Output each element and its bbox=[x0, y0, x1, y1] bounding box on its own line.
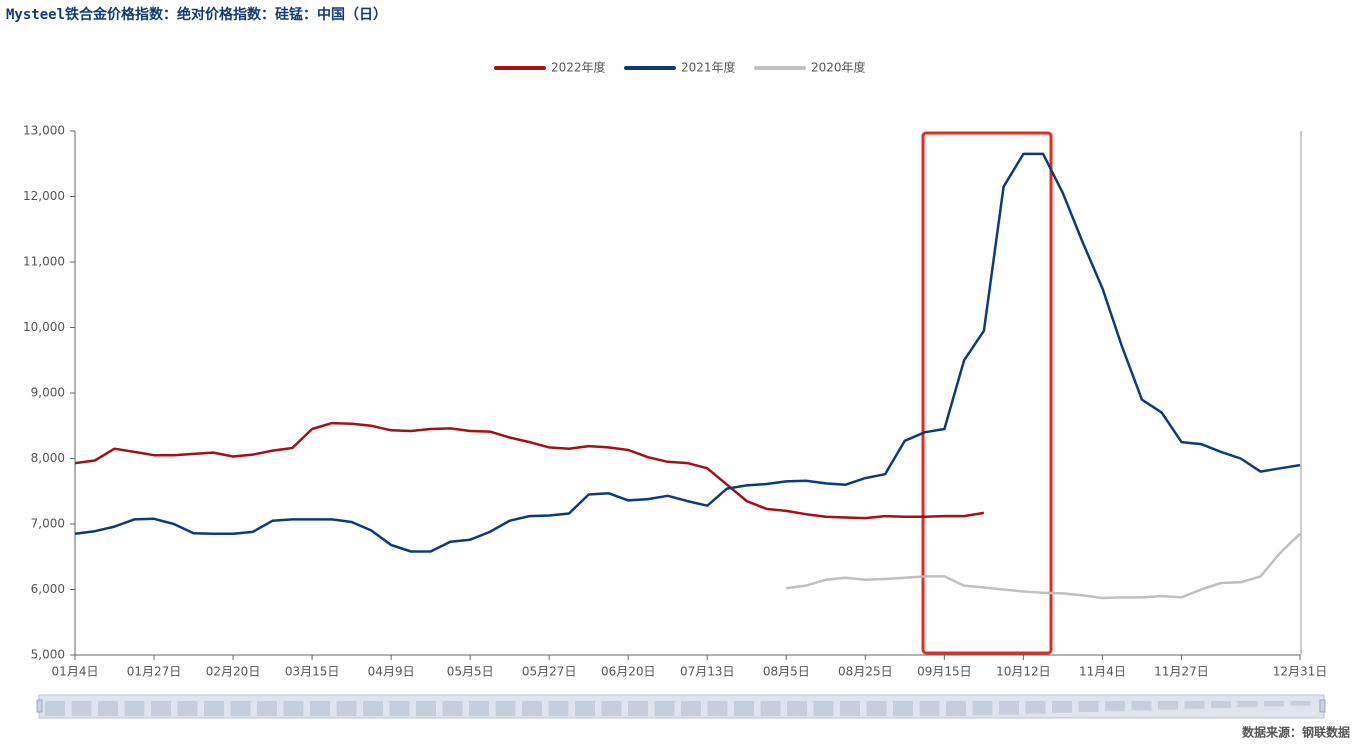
y-tick-label: 5,000 bbox=[31, 648, 65, 662]
slider-preview bbox=[575, 701, 595, 716]
slider-preview bbox=[734, 701, 754, 716]
slider-handle[interactable] bbox=[1319, 699, 1326, 713]
slider-preview bbox=[866, 701, 887, 716]
x-tick-label: 06月20日 bbox=[601, 665, 656, 679]
slider-preview bbox=[654, 701, 675, 716]
slider-preview bbox=[1052, 701, 1072, 713]
y-tick-label: 6,000 bbox=[31, 582, 65, 596]
slider-preview bbox=[601, 701, 622, 716]
y-tick-label: 13,000 bbox=[23, 124, 65, 138]
slider-preview bbox=[151, 701, 171, 716]
y-tick-label: 11,000 bbox=[23, 255, 65, 269]
source: 数据来源：钢联数据 bbox=[1242, 725, 1350, 740]
x-tick-label: 08月25日 bbox=[838, 665, 893, 679]
x-tick-label: 03月15日 bbox=[285, 665, 340, 679]
slider-preview bbox=[1078, 701, 1099, 712]
slider-preview bbox=[495, 701, 516, 716]
x-tick-label: 09月15日 bbox=[917, 665, 972, 679]
slider-preview bbox=[1158, 701, 1178, 710]
slider-preview bbox=[548, 701, 569, 716]
x-tick-label: 11月27日 bbox=[1154, 665, 1209, 679]
slider-preview bbox=[893, 701, 913, 716]
x-tick-label: 01月4日 bbox=[52, 665, 99, 679]
x-tick-label: 10月12日 bbox=[996, 665, 1051, 679]
slider-preview bbox=[442, 701, 463, 716]
slider-preview bbox=[1025, 701, 1046, 714]
x-tick-label: 08月5日 bbox=[763, 665, 810, 679]
slider-preview bbox=[283, 701, 304, 716]
slider-preview bbox=[177, 701, 198, 716]
slider-preview bbox=[1184, 701, 1205, 709]
slider-preview bbox=[71, 701, 92, 716]
slider-handle[interactable] bbox=[36, 699, 43, 713]
legend-label: 2020年度 bbox=[811, 60, 866, 75]
slider-preview bbox=[707, 701, 728, 716]
legend-label: 2022年度 bbox=[551, 60, 606, 75]
slider-preview bbox=[840, 701, 860, 716]
slider-preview bbox=[124, 701, 145, 716]
series-line bbox=[74, 421, 985, 520]
x-tick-label: 05月5日 bbox=[447, 665, 494, 679]
slider-preview bbox=[1211, 701, 1231, 708]
slider-preview bbox=[1131, 701, 1152, 711]
slider-preview bbox=[522, 701, 542, 716]
slider-preview bbox=[204, 701, 224, 716]
slider-preview bbox=[469, 701, 489, 716]
x-tick-label: 07月13日 bbox=[680, 665, 735, 679]
y-tick-label: 7,000 bbox=[31, 517, 65, 531]
series-line bbox=[786, 532, 1301, 600]
slider-preview bbox=[389, 701, 410, 716]
slider-preview bbox=[98, 701, 118, 716]
x-tick-label: 01月27日 bbox=[127, 665, 182, 679]
slider-preview bbox=[946, 701, 966, 716]
slider-preview bbox=[628, 701, 648, 716]
slider-preview bbox=[919, 701, 940, 716]
slider-preview bbox=[45, 701, 65, 716]
chart-title: Mysteel铁合金价格指数：绝对价格指数：硅锰：中国（日） bbox=[6, 6, 387, 23]
slider-preview bbox=[999, 701, 1019, 715]
slider-preview bbox=[230, 701, 251, 716]
y-tick-label: 12,000 bbox=[23, 189, 65, 203]
slider-preview bbox=[257, 701, 277, 716]
range-slider[interactable] bbox=[36, 694, 1326, 719]
y-tick-label: 8,000 bbox=[31, 451, 65, 465]
slider-preview bbox=[1264, 701, 1284, 707]
slider-preview bbox=[787, 701, 807, 716]
slider-preview bbox=[310, 701, 330, 716]
x-tick-label: 02月20日 bbox=[206, 665, 261, 679]
slider-preview bbox=[363, 701, 383, 716]
slider-preview bbox=[1237, 701, 1258, 708]
slider-preview bbox=[416, 701, 436, 716]
slider-preview bbox=[972, 701, 993, 716]
x-tick-label: 11月4日 bbox=[1079, 665, 1126, 679]
slider-preview bbox=[336, 701, 357, 716]
x-tick-label: 04月9日 bbox=[368, 665, 415, 679]
slider-preview bbox=[1290, 701, 1311, 706]
highlight-box bbox=[921, 131, 1053, 655]
series-line bbox=[74, 152, 1301, 553]
slider-preview bbox=[681, 701, 701, 716]
x-tick-label: 05月27日 bbox=[522, 665, 577, 679]
slider-preview bbox=[760, 701, 781, 716]
slider-preview bbox=[1105, 701, 1125, 712]
slider-preview bbox=[813, 701, 834, 716]
legend-label: 2021年度 bbox=[681, 60, 736, 75]
y-tick-label: 10,000 bbox=[23, 320, 65, 334]
y-tick-label: 9,000 bbox=[31, 386, 65, 400]
x-tick-label: 12月31日 bbox=[1273, 665, 1328, 679]
